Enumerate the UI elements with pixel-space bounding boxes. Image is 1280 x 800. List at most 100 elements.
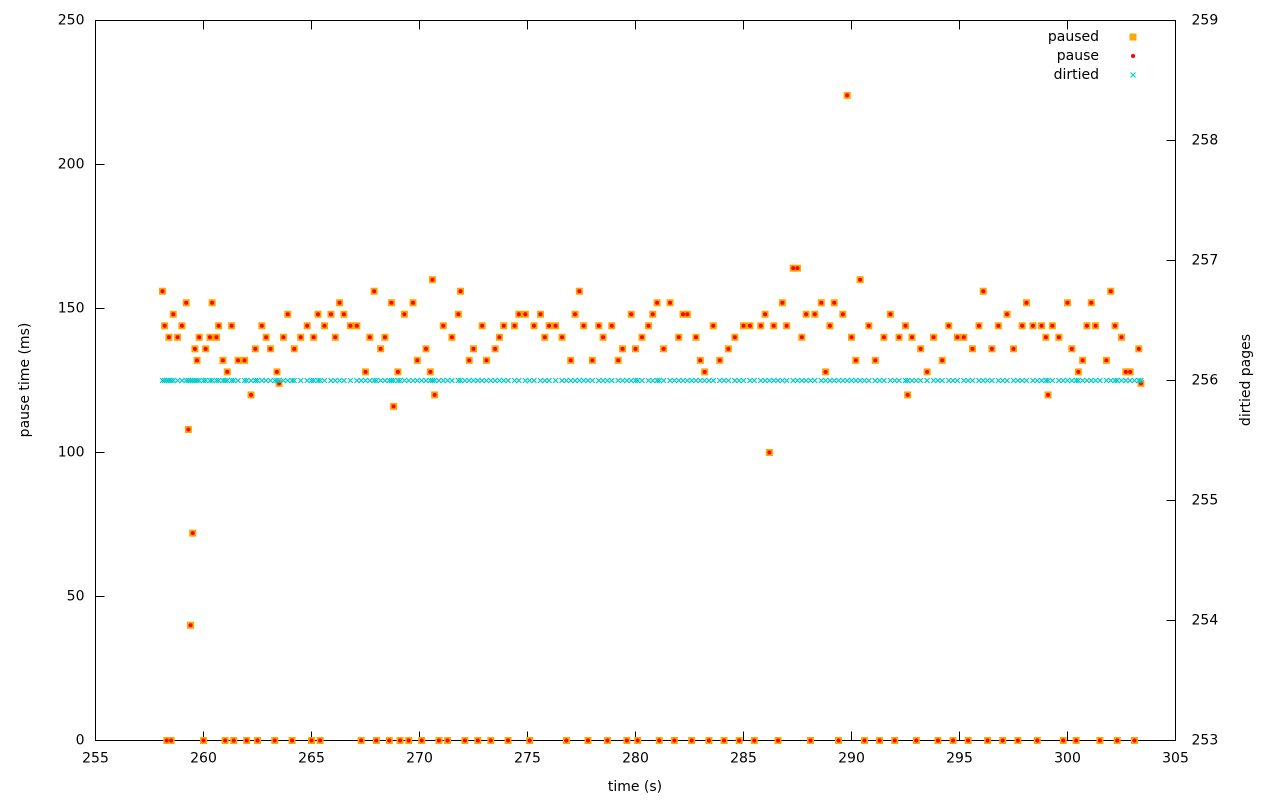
point xyxy=(500,377,507,384)
point xyxy=(466,377,473,384)
point xyxy=(458,289,463,294)
legend-label: paused xyxy=(1048,29,1099,45)
point xyxy=(210,300,215,305)
point xyxy=(264,335,269,340)
point xyxy=(1075,377,1082,384)
point xyxy=(710,377,717,384)
point xyxy=(996,323,1001,328)
point xyxy=(505,377,511,384)
point xyxy=(865,377,872,384)
point xyxy=(984,377,991,384)
point xyxy=(377,377,384,384)
point xyxy=(1023,377,1030,384)
point xyxy=(799,335,804,340)
point xyxy=(362,377,369,384)
point xyxy=(775,377,781,384)
point xyxy=(272,738,277,743)
point xyxy=(1088,377,1095,384)
point xyxy=(230,377,237,384)
point xyxy=(1096,377,1103,384)
point xyxy=(701,377,708,384)
point xyxy=(553,323,558,328)
point xyxy=(771,323,776,328)
point xyxy=(600,377,607,384)
point xyxy=(988,377,995,384)
point xyxy=(354,323,359,328)
point xyxy=(807,377,814,384)
point xyxy=(457,377,464,384)
point xyxy=(333,335,338,340)
point xyxy=(1103,377,1110,384)
point xyxy=(531,377,537,384)
point xyxy=(689,738,694,743)
point xyxy=(359,738,364,743)
point xyxy=(976,377,982,384)
point xyxy=(427,377,434,384)
point xyxy=(633,346,638,351)
point xyxy=(985,738,990,743)
point xyxy=(924,377,931,384)
point xyxy=(328,377,334,384)
legend-marker xyxy=(1131,54,1135,58)
point xyxy=(512,323,517,328)
point xyxy=(223,738,228,743)
point xyxy=(656,377,663,384)
point xyxy=(168,377,175,384)
point xyxy=(546,377,553,384)
point xyxy=(382,335,387,340)
point xyxy=(1039,323,1044,328)
point xyxy=(537,377,544,384)
point xyxy=(892,738,897,743)
point xyxy=(680,377,686,384)
point xyxy=(552,377,559,384)
point xyxy=(192,346,197,351)
point xyxy=(1004,377,1010,384)
point xyxy=(804,312,809,317)
point xyxy=(207,377,213,384)
point xyxy=(497,335,502,340)
point xyxy=(163,377,170,384)
point xyxy=(950,377,956,384)
point xyxy=(1045,377,1051,384)
point xyxy=(1115,738,1120,743)
point xyxy=(672,738,677,743)
point xyxy=(791,266,796,271)
point xyxy=(1024,300,1029,305)
x-tick-label: 300 xyxy=(1054,751,1081,767)
point xyxy=(888,312,893,317)
point xyxy=(449,335,454,340)
point xyxy=(311,335,316,340)
point xyxy=(1108,289,1113,294)
point xyxy=(366,377,373,384)
point xyxy=(835,377,842,384)
x-tick-label: 275 xyxy=(514,751,541,767)
point xyxy=(263,377,270,384)
point xyxy=(675,377,682,384)
point xyxy=(432,392,437,397)
point xyxy=(1068,377,1075,384)
x-tick-label: 295 xyxy=(946,751,973,767)
point xyxy=(305,323,310,328)
point xyxy=(766,377,773,384)
point xyxy=(220,358,225,363)
point xyxy=(905,392,910,397)
point xyxy=(876,377,883,384)
point xyxy=(341,312,346,317)
point xyxy=(595,377,602,384)
point xyxy=(236,358,241,363)
point xyxy=(1112,377,1118,384)
point xyxy=(397,377,403,384)
point xyxy=(1097,738,1102,743)
point xyxy=(161,377,168,384)
point xyxy=(411,300,416,305)
point xyxy=(845,93,850,98)
point xyxy=(1056,335,1061,340)
point xyxy=(623,377,630,384)
point xyxy=(861,377,868,384)
point xyxy=(389,300,394,305)
point xyxy=(763,312,768,317)
point xyxy=(951,738,956,743)
point xyxy=(844,377,851,384)
point xyxy=(391,404,396,409)
point xyxy=(470,377,477,384)
